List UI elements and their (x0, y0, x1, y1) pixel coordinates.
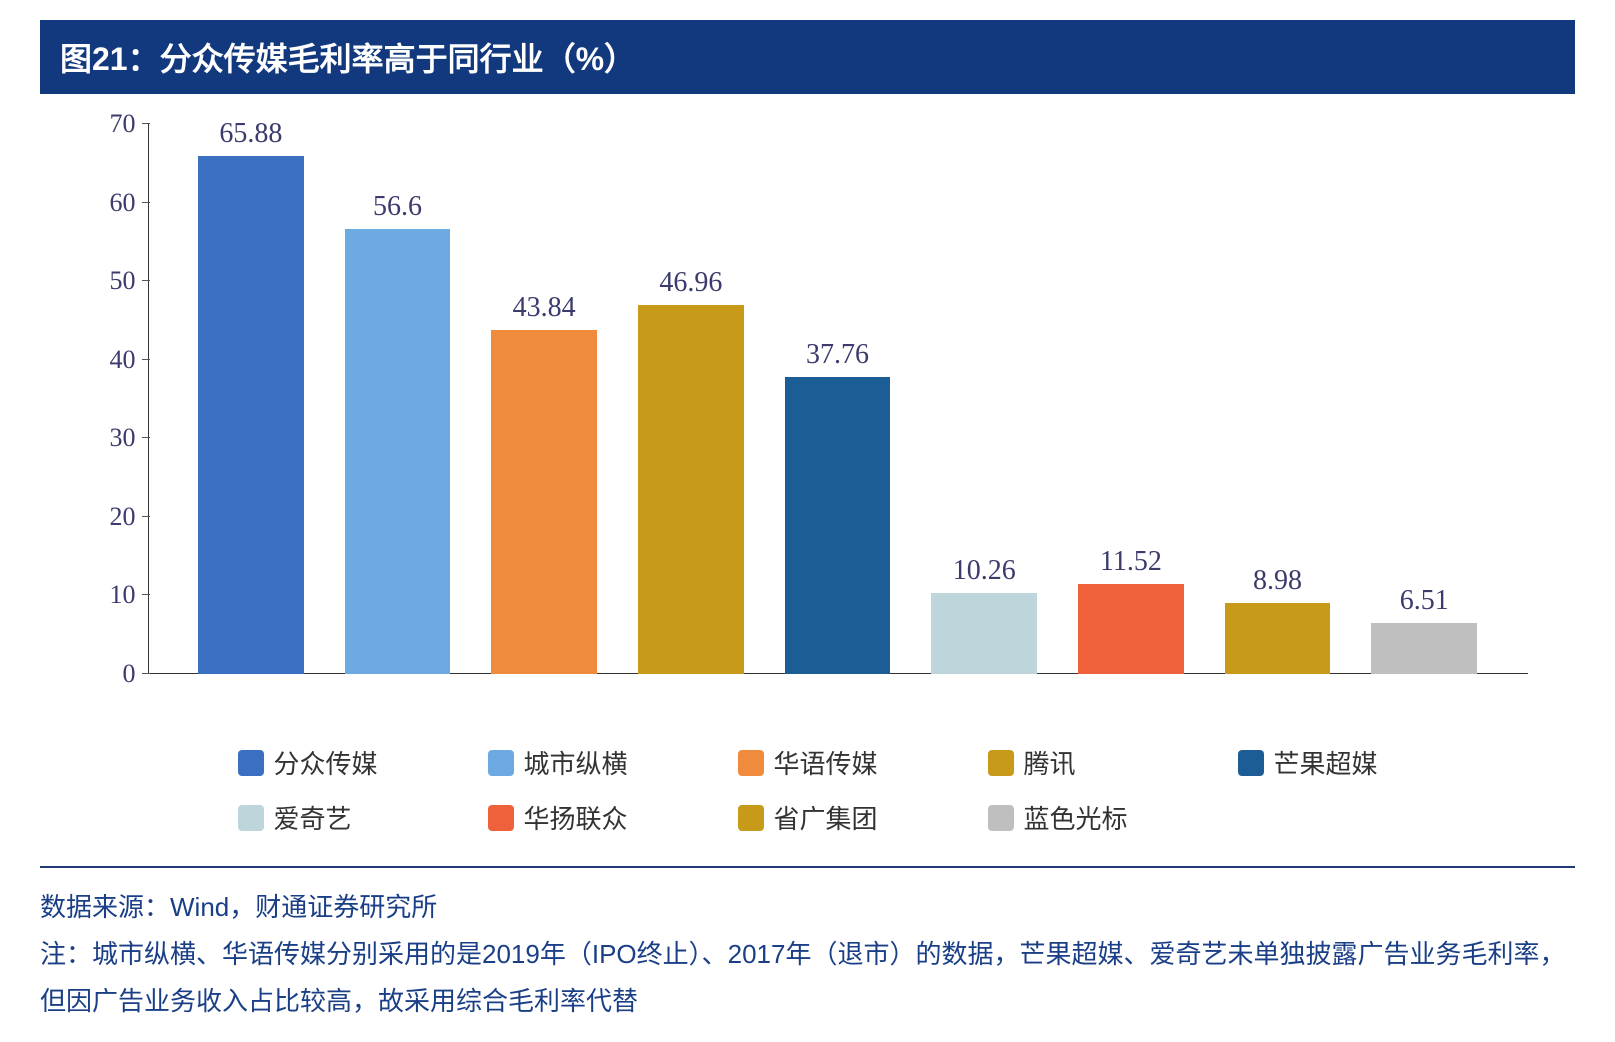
y-tick-label: 50 (110, 266, 136, 296)
legend-item: 芒果超媒 (1238, 744, 1488, 781)
legend-item: 蓝色光标 (988, 799, 1238, 836)
bar-value-label: 37.76 (806, 339, 869, 371)
bar-value-label: 65.88 (219, 118, 282, 150)
legend-label: 华扬联众 (524, 799, 628, 836)
bar (1225, 603, 1331, 674)
y-tick-label: 70 (110, 109, 136, 139)
bar-slot: 6.51 (1351, 124, 1498, 674)
legend: 分众传媒 城市纵横 华语传媒 腾讯 芒果超媒爱奇艺 华扬联众 省广集团 蓝色光标 (108, 744, 1508, 836)
bar-value-label: 11.52 (1100, 546, 1162, 578)
legend-swatch (238, 805, 264, 831)
y-tick-mark (142, 359, 150, 360)
legend-label: 蓝色光标 (1024, 799, 1128, 836)
bar-value-label: 43.84 (513, 292, 576, 324)
bar-value-label: 8.98 (1253, 565, 1302, 597)
bars-container: 65.88 56.6 43.84 46.96 37.76 10.26 11.52 8.98 6.… (148, 124, 1528, 674)
y-tick-label: 10 (110, 580, 136, 610)
footer-source: 数据来源：Wind，财通证券研究所 (40, 884, 1575, 931)
bar-slot: 65.88 (178, 124, 325, 674)
bar (638, 305, 744, 674)
bar-slot: 37.76 (764, 124, 911, 674)
legend-item: 分众传媒 (238, 744, 488, 781)
y-tick-label: 20 (110, 502, 136, 532)
legend-swatch (1238, 750, 1264, 776)
plot-region: 65.88 56.6 43.84 46.96 37.76 10.26 11.52 8.98 6.… (148, 124, 1528, 674)
bar-slot: 8.98 (1204, 124, 1351, 674)
bar-slot: 43.84 (471, 124, 618, 674)
bar-value-label: 10.26 (953, 555, 1016, 587)
bar (931, 593, 1037, 674)
bar-slot: 11.52 (1058, 124, 1205, 674)
legend-label: 华语传媒 (774, 744, 878, 781)
y-tick-mark (142, 673, 150, 674)
bar-value-label: 46.96 (659, 267, 722, 299)
bar (785, 377, 891, 674)
legend-swatch (488, 805, 514, 831)
legend-swatch (738, 750, 764, 776)
legend-swatch (238, 750, 264, 776)
y-tick-mark (142, 594, 150, 595)
y-tick-label: 0 (123, 659, 136, 689)
legend-label: 腾讯 (1024, 744, 1076, 781)
y-tick-label: 40 (110, 345, 136, 375)
y-tick-mark (142, 280, 150, 281)
legend-item: 华语传媒 (738, 744, 988, 781)
bar-value-label: 6.51 (1400, 585, 1449, 617)
bar (198, 156, 304, 674)
legend-swatch (738, 805, 764, 831)
y-tick-mark (142, 123, 150, 124)
legend-row: 爱奇艺 华扬联众 省广集团 蓝色光标 (238, 799, 1508, 836)
bar (491, 330, 597, 674)
bar-slot: 10.26 (911, 124, 1058, 674)
legend-row: 分众传媒 城市纵横 华语传媒 腾讯 芒果超媒 (238, 744, 1508, 781)
legend-swatch (488, 750, 514, 776)
legend-label: 省广集团 (774, 799, 878, 836)
legend-label: 爱奇艺 (274, 799, 352, 836)
footer: 数据来源：Wind，财通证券研究所 注：城市纵横、华语传媒分别采用的是2019年… (40, 884, 1575, 1024)
y-axis: 010203040506070 (68, 124, 148, 674)
bar (1078, 584, 1184, 675)
legend-item: 城市纵横 (488, 744, 738, 781)
legend-swatch (988, 805, 1014, 831)
legend-swatch (988, 750, 1014, 776)
footer-divider (40, 866, 1575, 868)
bar (1371, 623, 1477, 674)
footer-note: 注：城市纵横、华语传媒分别采用的是2019年（IPO终止）、2017年（退市）的… (40, 931, 1575, 1025)
chart-area: 010203040506070 65.8856.643.8446.9637.76… (68, 114, 1548, 734)
y-tick-mark (142, 437, 150, 438)
y-tick-label: 60 (110, 188, 136, 218)
legend-item: 省广集团 (738, 799, 988, 836)
bar (345, 229, 451, 674)
chart-title: 图21：分众传媒毛利率高于同行业（%） (60, 41, 636, 77)
legend-item: 腾讯 (988, 744, 1238, 781)
chart-title-bar: 图21：分众传媒毛利率高于同行业（%） (40, 20, 1575, 94)
y-tick-label: 30 (110, 423, 136, 453)
legend-label: 分众传媒 (274, 744, 378, 781)
legend-item: 爱奇艺 (238, 799, 488, 836)
legend-item: 华扬联众 (488, 799, 738, 836)
legend-label: 城市纵横 (524, 744, 628, 781)
y-tick-mark (142, 202, 150, 203)
bar-slot: 46.96 (618, 124, 765, 674)
bar-value-label: 56.6 (373, 191, 422, 223)
legend-label: 芒果超媒 (1274, 744, 1378, 781)
bar-slot: 56.6 (324, 124, 471, 674)
y-tick-mark (142, 516, 150, 517)
